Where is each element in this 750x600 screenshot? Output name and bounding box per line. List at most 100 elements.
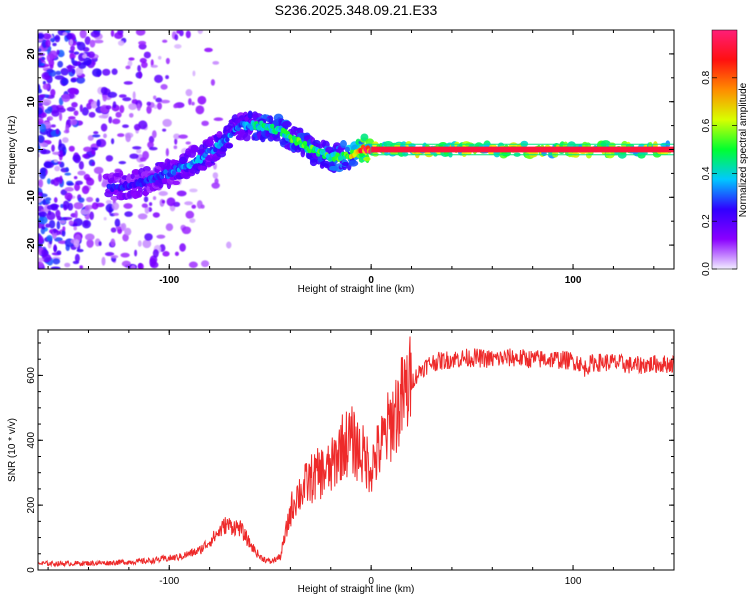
noise-blob [137, 213, 148, 220]
ridge-halo-blob [247, 110, 253, 118]
noise-blob [150, 64, 158, 68]
noise-blob [148, 146, 158, 151]
noise-blob [110, 255, 119, 259]
noise-blob [76, 76, 86, 84]
noise-blob [132, 146, 142, 150]
noise-blob [127, 60, 133, 67]
ridge-halo-blob [360, 133, 369, 142]
noise-blob [41, 98, 52, 106]
noise-blob [185, 210, 195, 219]
noise-blob [128, 57, 135, 61]
noise-blob [89, 39, 96, 48]
noise-blob [90, 100, 98, 109]
ridge-halo-blob [552, 150, 559, 158]
noise-blob [98, 173, 102, 182]
noise-blob [122, 233, 129, 242]
ridge-core-blob [163, 169, 168, 175]
noise-blob [144, 205, 150, 214]
noise-blob [120, 223, 127, 232]
noise-blob [38, 235, 44, 244]
noise-blob [68, 116, 76, 120]
noise-blob [185, 89, 193, 97]
y-tick-label: 0 [26, 567, 37, 573]
noise-blob [103, 217, 107, 221]
ridge-core-blob [225, 136, 230, 143]
noise-blob [111, 68, 118, 75]
noise-blob [53, 159, 58, 163]
noise-blob [110, 138, 115, 145]
noise-blob [41, 249, 48, 256]
noise-blob [152, 196, 157, 201]
noise-blob [173, 145, 178, 150]
noise-blob [111, 118, 121, 125]
noise-blob [61, 93, 71, 103]
noise-blob [38, 94, 46, 98]
noise-blob [124, 227, 132, 236]
noise-blob [73, 51, 80, 55]
noise-blob [38, 134, 45, 144]
noise-blob [136, 103, 141, 111]
noise-blob [96, 139, 102, 147]
noise-blob [82, 54, 87, 59]
noise-blob [173, 103, 178, 109]
ridge-halo-blob [130, 173, 135, 180]
noise-blob [161, 200, 166, 204]
noise-blob [138, 40, 147, 46]
noise-blob [165, 148, 169, 157]
noise-blob [155, 97, 163, 103]
ridge-band-core [371, 146, 674, 153]
noise-blob [78, 161, 84, 170]
noise-blob [47, 178, 51, 185]
noise-blob [83, 57, 92, 66]
x-tick-label: 0 [368, 576, 374, 587]
ridge-halo-blob [211, 156, 220, 161]
noise-blob [57, 107, 66, 113]
noise-blob [151, 130, 157, 139]
noise-blob [144, 233, 153, 241]
noise-blob [138, 163, 145, 168]
noise-blob [68, 145, 75, 152]
ridge-halo-blob [363, 156, 371, 162]
noise-blob [130, 264, 136, 269]
noise-blob [50, 124, 56, 128]
noise-blob [185, 141, 191, 145]
noise-blob [41, 253, 52, 263]
noise-blob [118, 161, 127, 165]
noise-blob [91, 148, 96, 156]
noise-blob [123, 203, 133, 209]
colorbar-tick-label: 0.2 [701, 214, 712, 228]
noise-blob [43, 161, 52, 168]
noise-blob [62, 31, 68, 36]
noise-blob [181, 226, 192, 235]
ridge-halo-blob [131, 168, 141, 175]
noise-blob [162, 251, 170, 257]
noise-blob [104, 251, 115, 257]
noise-blob [67, 64, 73, 73]
ridge-halo-blob [281, 120, 292, 128]
ridge-halo-blob [608, 142, 616, 148]
x-tick-label: 0 [368, 275, 374, 286]
noise-blob [100, 86, 108, 95]
noise-blob [200, 204, 205, 209]
noise-blob [212, 172, 219, 179]
ridge-halo-blob [190, 144, 199, 153]
noise-blob [129, 112, 134, 118]
noise-blob [201, 260, 210, 268]
noise-blob [192, 70, 196, 77]
snr-x-ticks: -100 0 100 [47, 330, 655, 587]
noise-blob [117, 40, 125, 46]
noise-blob [115, 111, 122, 118]
ridge-halo-blob [339, 140, 347, 149]
noise-blob [162, 39, 168, 43]
noise-blob [56, 250, 62, 255]
noise-blob [115, 226, 122, 230]
ridge-halo-blob [199, 165, 207, 171]
noise-blob [110, 238, 116, 247]
noise-blob [46, 211, 56, 221]
noise-blob [54, 165, 61, 172]
ridge-core-blob [302, 140, 308, 146]
noise-blob [79, 30, 87, 39]
noise-blob [38, 215, 48, 225]
x-tick-label: -100 [159, 275, 179, 286]
noise-blob [54, 34, 61, 43]
